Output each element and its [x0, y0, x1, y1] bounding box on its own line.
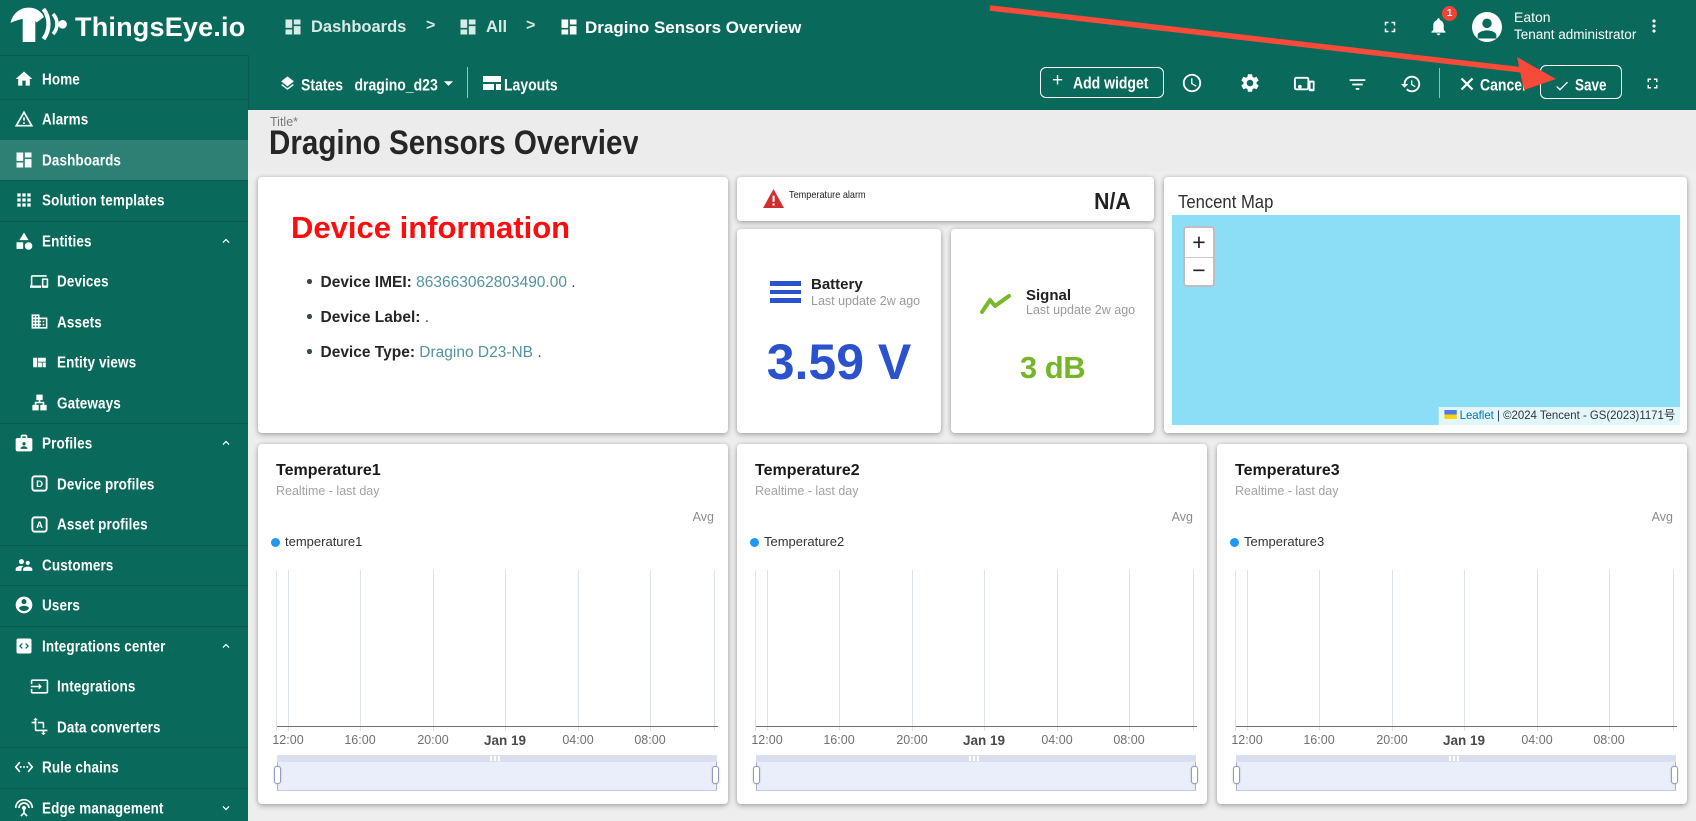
svg-text:A: A	[36, 520, 43, 531]
svg-text:D: D	[36, 479, 43, 490]
